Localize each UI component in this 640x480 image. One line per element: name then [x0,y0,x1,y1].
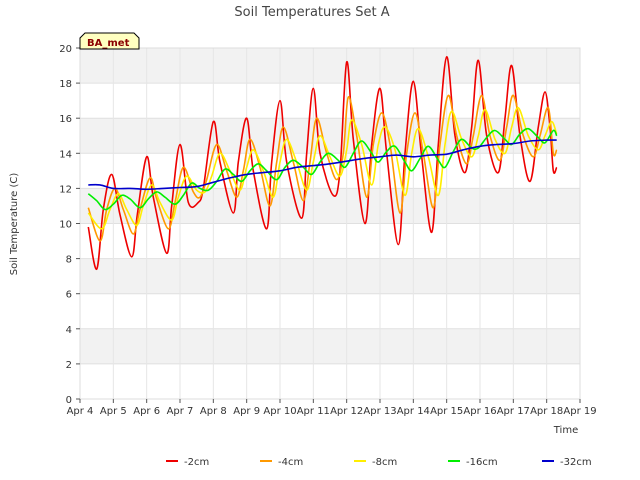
y-axis-title: Soil Temperature (C) [9,173,20,276]
series-line-16cmcm [87,127,558,211]
x-axis-ticks: Apr 4 Apr 5 Apr 6 Apr 7 Apr 8 Apr 9 Apr 10 Apr … [67,399,597,417]
series-line-32cmcm [88,139,557,191]
plot-band [80,83,580,119]
plot-band [80,293,580,329]
y-tick-label: 18 [59,79,72,90]
x-tick-label: Apr 15 [430,406,463,417]
x-tick-label: Apr 9 [233,406,260,417]
y-tick-label: 14 [59,149,72,160]
y-tick-label: 4 [66,325,72,336]
legend-label: -16cm [466,457,498,468]
y-axis-ticks: 0 2 4 6 8 10 12 14 16 18 20 [59,44,80,406]
y-tick-label: 0 [66,395,72,406]
plot-background-bands [80,48,580,399]
legend-label: -4cm [278,457,303,468]
legend: -2cm -4cm -8cm -16cm -32cm [166,457,592,468]
x-tick-label: Apr 16 [463,406,496,417]
y-tick-label: 8 [66,255,72,266]
legend-label: -8cm [372,457,397,468]
series-lines [87,55,558,270]
y-tick-label: 12 [59,184,72,195]
x-tick-label: Apr 7 [167,406,194,417]
x-tick-label: Apr 14 [397,406,430,417]
x-tick-label: Apr 8 [200,406,227,417]
plot-band [80,328,580,364]
x-tick-label: Apr 17 [497,406,530,417]
station-badge: BA_met [79,32,140,50]
x-tick-label: Apr 19 [563,406,596,417]
x-axis-title: Time [553,425,578,436]
x-tick-label: Apr 10 [263,406,296,417]
y-tick-label: 2 [66,360,72,371]
y-tick-label: 10 [59,220,72,231]
legend-label: -32cm [560,457,592,468]
plot-band [80,48,580,84]
plot-band [80,118,580,154]
x-tick-label: Apr 18 [530,406,563,417]
legend-label: -2cm [184,457,209,468]
station-badge-label: BA_met [87,38,130,49]
x-tick-label: Apr 4 [67,406,94,417]
y-tick-label: 6 [66,290,72,301]
x-tick-label: Apr 13 [363,406,396,417]
plot-band [80,223,580,259]
station-badge-shape [79,32,140,50]
chart-title: Soil Temperatures Set A [234,5,389,20]
series-line-4cmcm [87,94,558,242]
x-tick-label: Apr 5 [100,406,127,417]
y-tick-label: 20 [59,44,72,55]
x-tick-label: Apr 6 [133,406,160,417]
series-line-8cmcm [87,106,558,230]
x-tick-label: Apr 11 [297,406,330,417]
plot-band [80,363,580,399]
x-tick-label: Apr 12 [330,406,363,417]
y-tick-label: 16 [59,114,72,125]
plot-band [80,258,580,294]
